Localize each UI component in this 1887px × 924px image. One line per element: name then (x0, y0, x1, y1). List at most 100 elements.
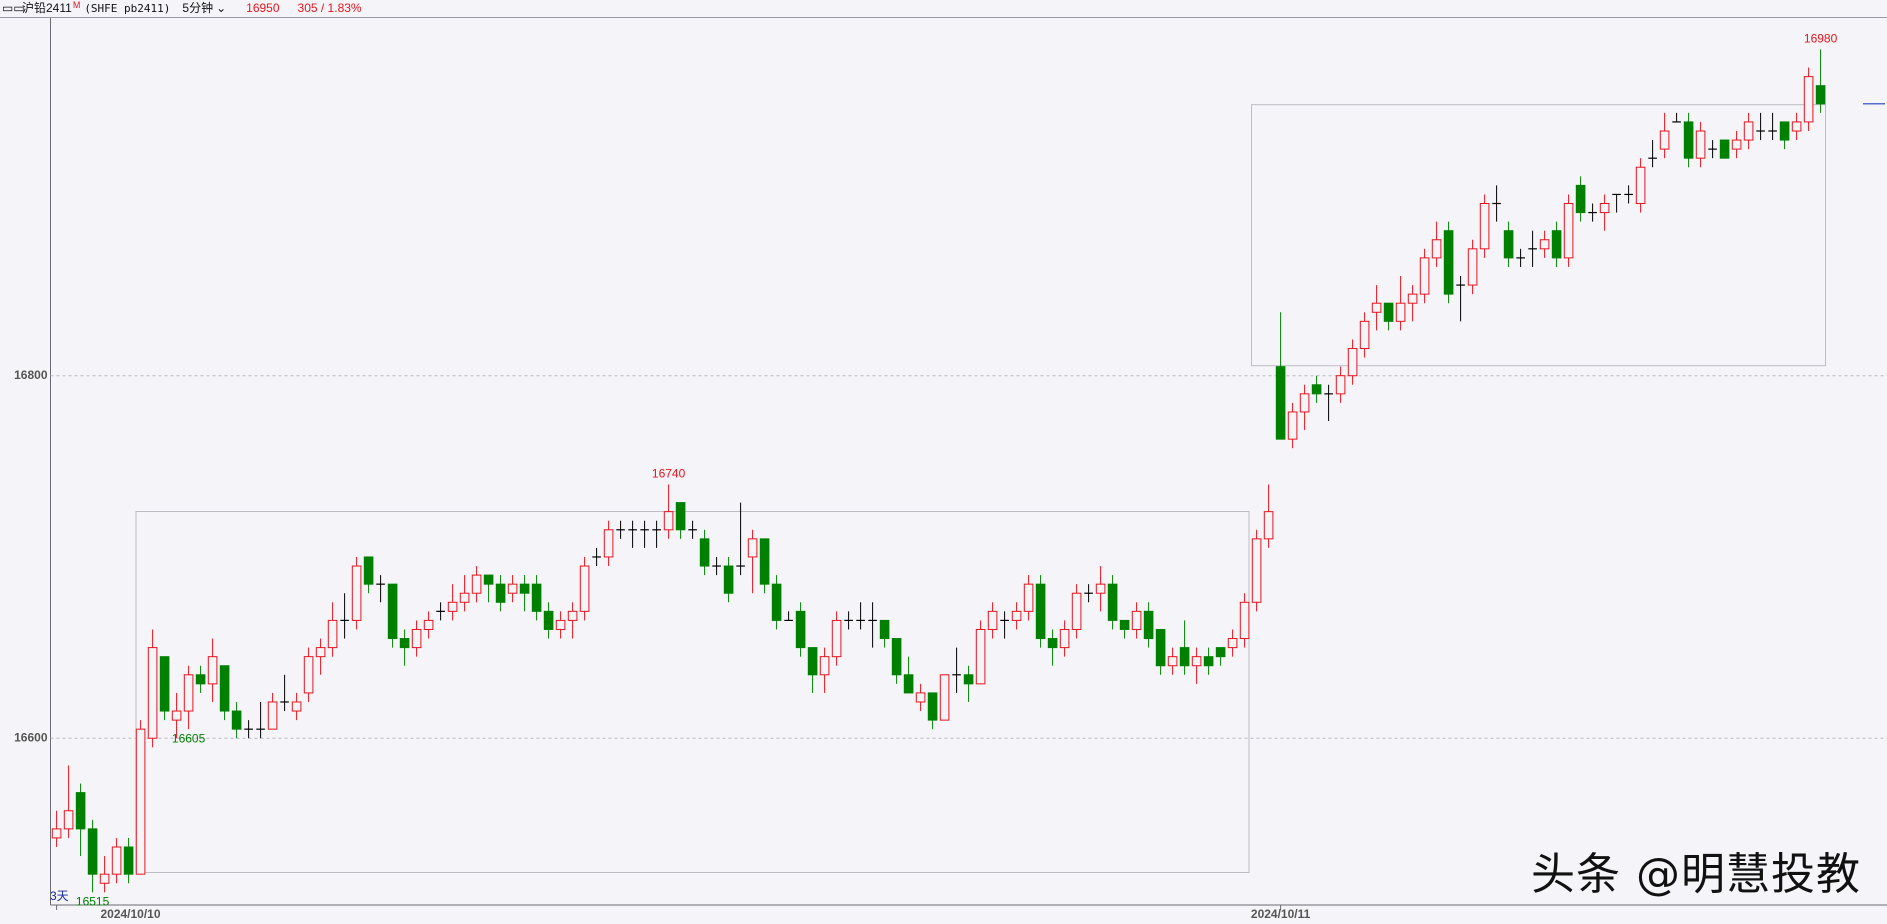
candle-body (1023, 583, 1034, 612)
candle-body (387, 583, 398, 640)
candle-body (579, 565, 590, 612)
candle-body (507, 583, 518, 594)
candle-body (963, 674, 974, 685)
candle-body (327, 619, 338, 649)
candle-body (879, 619, 890, 640)
layout-icon[interactable]: ▭▭ (2, 1, 25, 15)
candle-body (1035, 583, 1046, 640)
candle-body (123, 846, 134, 875)
candle-body (975, 628, 986, 685)
candle-body (351, 565, 362, 621)
candle-body (675, 502, 686, 531)
candle-body (1695, 130, 1706, 159)
high-label: 16980 (1804, 32, 1838, 46)
candle-body (1563, 203, 1574, 259)
candle-body (723, 565, 734, 594)
candle-body (1635, 166, 1646, 205)
symbol: (SHFE pb2411) (84, 2, 171, 15)
y-tick-label: 16800 (14, 368, 48, 382)
candle-body (63, 810, 74, 830)
chart: 3天 16600 16800 2024/10/10 2024/10/11 16515 16… (14, 18, 1887, 921)
low-label: 16515 (76, 894, 110, 908)
candle-body (1119, 619, 1130, 630)
candle-body (1143, 610, 1154, 640)
candle-body (99, 873, 110, 884)
candle-body (747, 538, 758, 558)
candle-body (135, 728, 146, 875)
candle-body (51, 828, 62, 839)
candle-body (1203, 656, 1214, 667)
candle-body (1215, 647, 1226, 658)
candle-body (1431, 239, 1442, 259)
candle-body (1191, 656, 1202, 667)
candle-body (315, 647, 326, 658)
candle-body (1107, 583, 1118, 621)
candle-body (1047, 638, 1058, 649)
change: 305 / 1.83% (297, 1, 362, 15)
candle-body (567, 610, 578, 621)
candle-body (1335, 375, 1346, 395)
candle-body (1011, 610, 1022, 621)
candle-body (543, 610, 554, 630)
candle-body (1443, 230, 1454, 295)
candle-body (1359, 320, 1370, 350)
candle-body (423, 619, 434, 630)
candle-body (1383, 302, 1394, 322)
candle-body (1503, 230, 1514, 259)
x-tick-label: 2024/10/11 (1251, 907, 1311, 921)
candle-body (1371, 302, 1382, 313)
candle-body (1575, 184, 1586, 214)
candle-body (891, 638, 902, 676)
period[interactable]: 5分钟 (182, 1, 214, 15)
candle-body (1263, 511, 1274, 540)
x-tick-label: 2024/10/10 (100, 907, 160, 921)
candle-body (183, 674, 194, 712)
candle-body (291, 701, 302, 712)
candle-body (363, 556, 374, 585)
period-dropdown[interactable]: ⌄ (216, 1, 227, 15)
candle-body (195, 674, 206, 685)
candle-body (1479, 203, 1490, 250)
candle-body (1395, 302, 1406, 322)
candle-body (1791, 121, 1802, 132)
candle-body (1803, 76, 1814, 123)
span-label: 3天 (50, 889, 69, 903)
candle-body (1155, 628, 1166, 667)
high-label: 16740 (652, 467, 686, 481)
candle-body (1815, 85, 1826, 105)
candle-body (1239, 601, 1250, 640)
candle-body (771, 583, 782, 621)
candle-body (1311, 384, 1322, 395)
candle-body (1131, 610, 1142, 630)
candle-body (1179, 647, 1190, 667)
candle-body (1683, 121, 1694, 159)
candle-body (519, 583, 530, 594)
badge: M (72, 0, 81, 10)
candle-body (1407, 293, 1418, 304)
candle-body (459, 592, 470, 603)
candle-body (447, 601, 458, 612)
candle-body (1779, 121, 1790, 141)
candle-body (1227, 638, 1238, 649)
candle-body (1539, 239, 1550, 250)
candle-body (1275, 366, 1286, 440)
candle-body (927, 692, 938, 721)
range-box (1251, 104, 1826, 367)
contract-name: 沪铅2411 (22, 1, 72, 15)
candle-body (903, 674, 914, 694)
candle-body (1347, 348, 1358, 377)
candle-body (75, 792, 86, 830)
candle-body (831, 619, 842, 658)
candle-body (399, 638, 410, 649)
candle-body (1467, 248, 1478, 286)
y-tick-label: 16600 (14, 730, 48, 744)
candle-body (1599, 203, 1610, 214)
candle-body (1167, 656, 1178, 667)
candle-body (231, 710, 242, 730)
candle-body (147, 647, 158, 739)
candle-body (1251, 538, 1262, 603)
candle-body (1731, 139, 1742, 150)
candle-body (807, 647, 818, 676)
candle-body (303, 656, 314, 694)
